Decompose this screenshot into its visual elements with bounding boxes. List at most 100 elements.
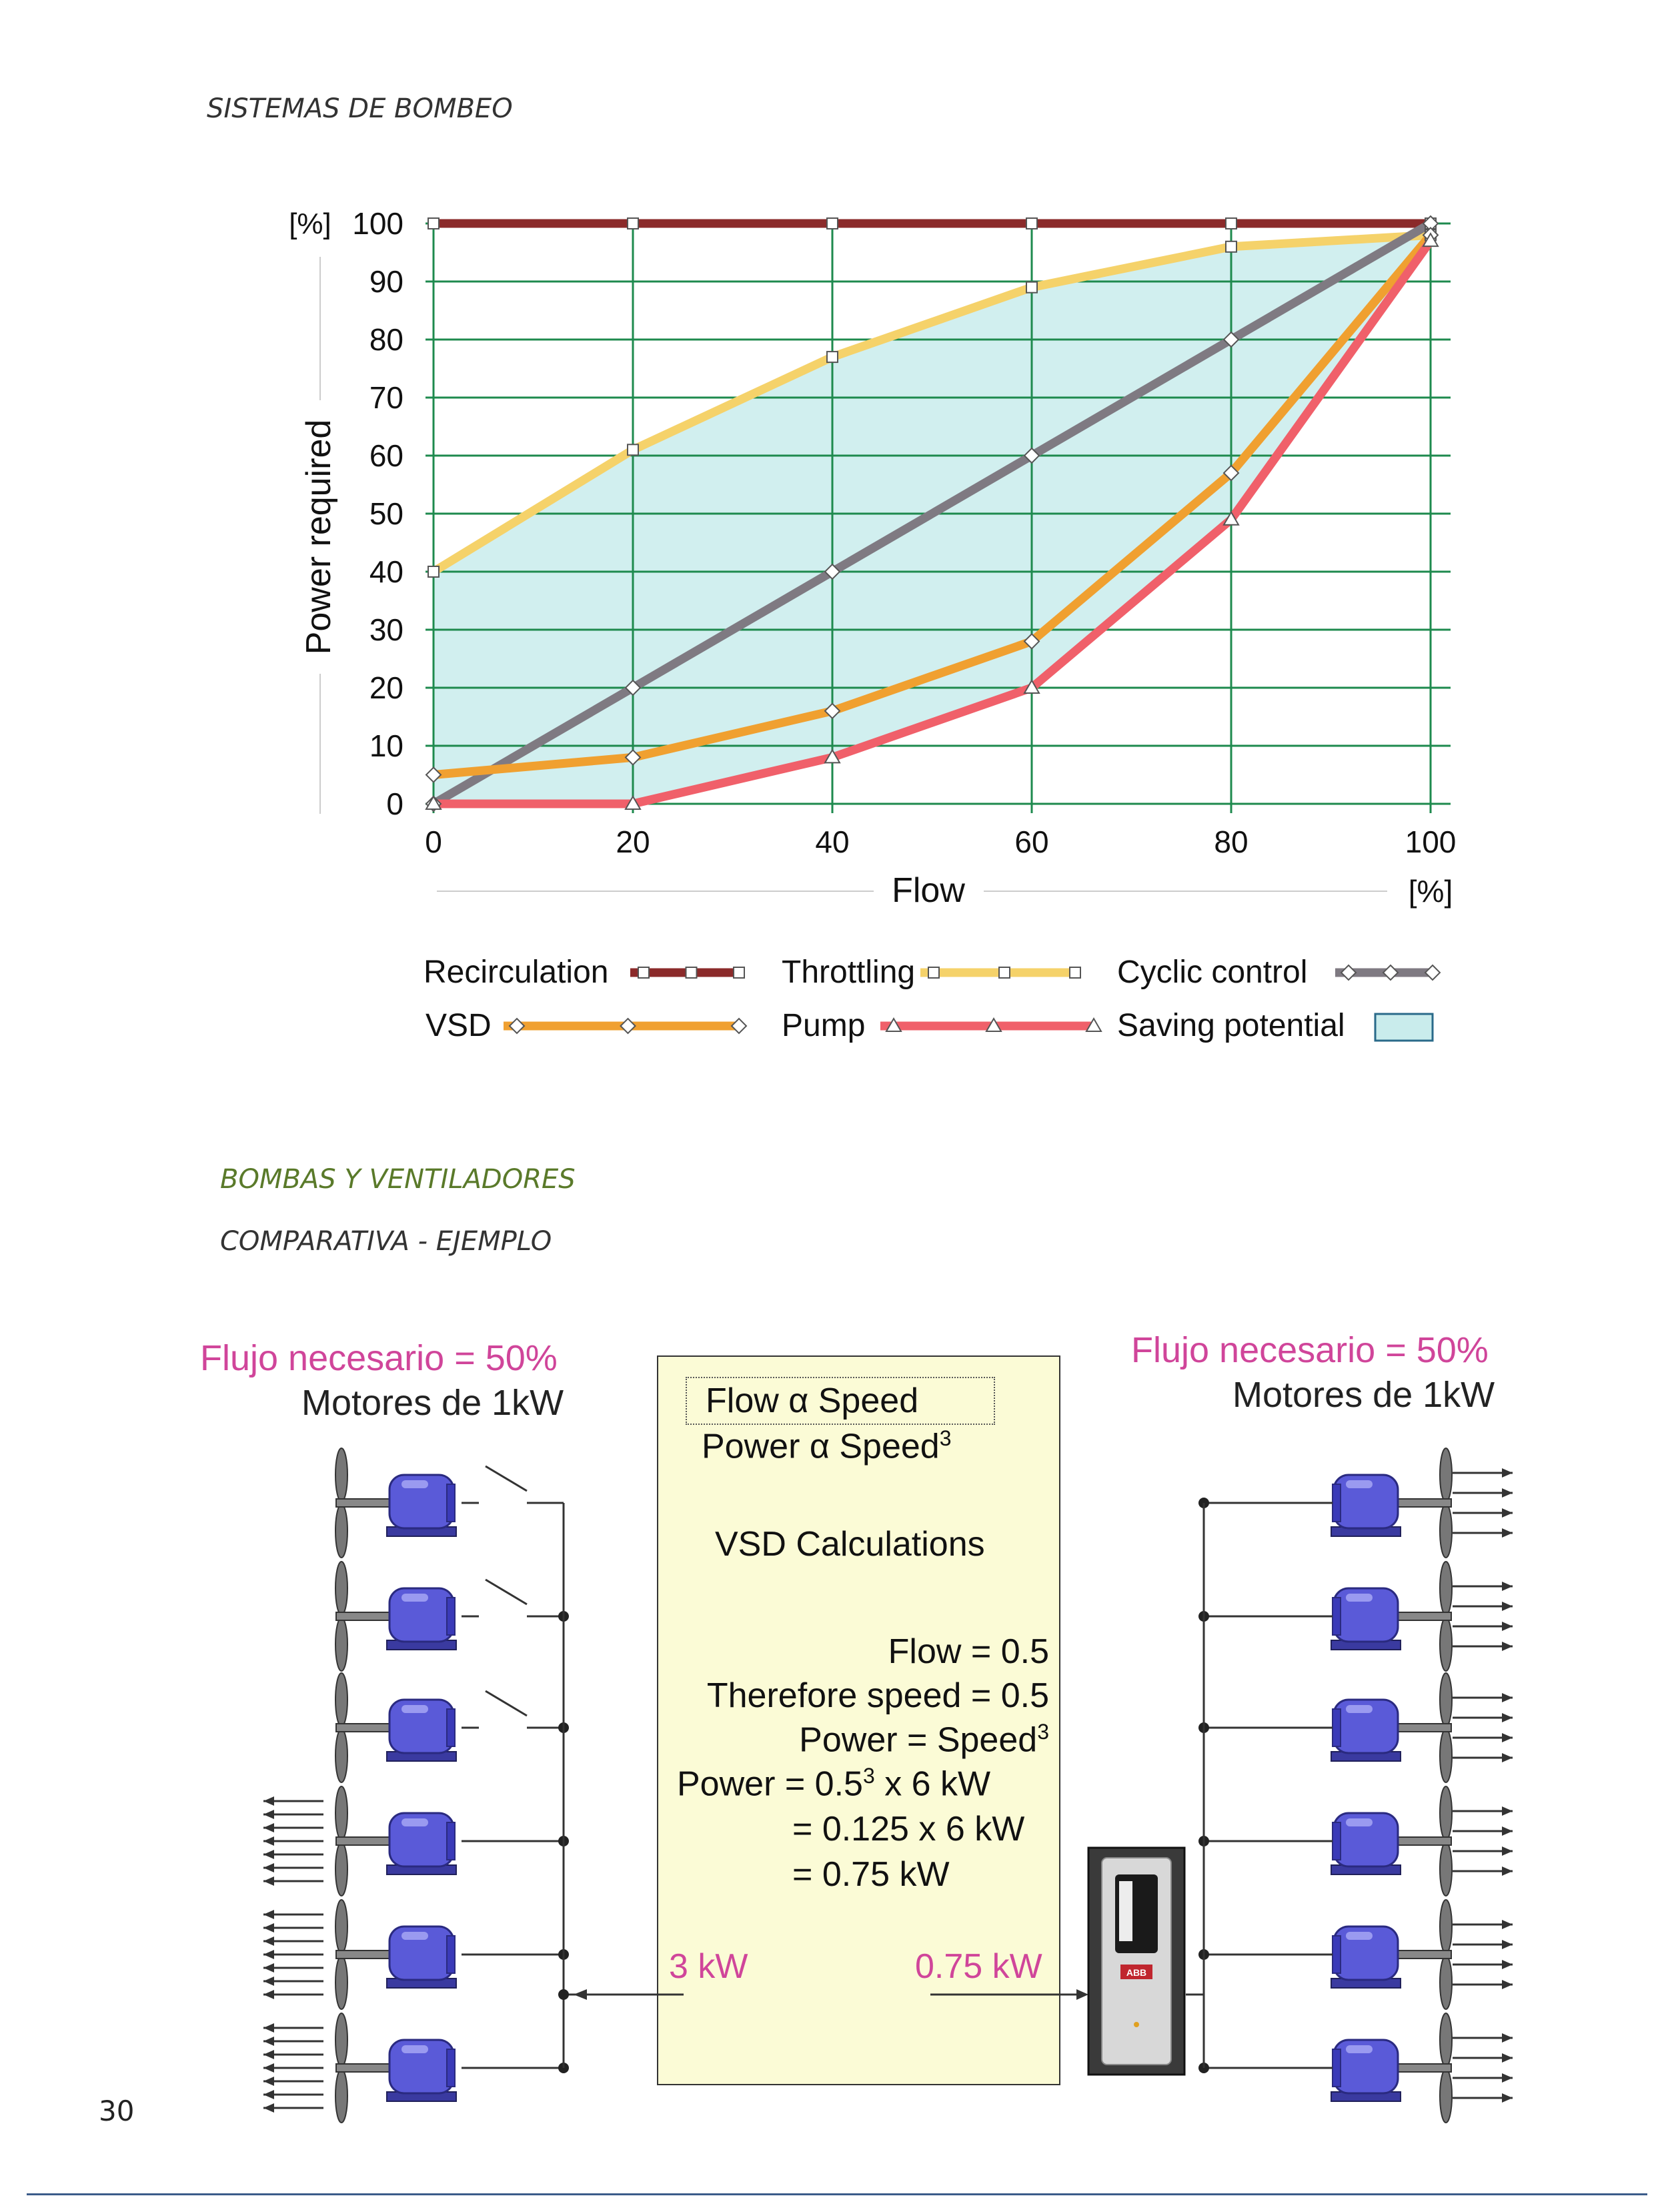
right-airflow-arrow-head xyxy=(1502,1488,1513,1498)
data-point-recirculation xyxy=(428,217,440,229)
y-tick-label: 40 xyxy=(369,554,403,589)
bottom-rule xyxy=(27,2193,1647,2195)
fan-blade-icon xyxy=(335,1561,348,1616)
data-point-throttling xyxy=(627,444,639,456)
right-airflow-arrow-head xyxy=(1502,1602,1513,1611)
y-tick-label: 50 xyxy=(369,496,403,531)
motor-highlight-icon xyxy=(1346,1705,1373,1713)
legend-sample-recirculation-marker xyxy=(733,967,745,979)
right-airflow-arrow-head xyxy=(1502,1733,1513,1742)
left-motor-icon xyxy=(335,1561,457,1672)
left-airflow-arrow-head xyxy=(263,2103,274,2113)
calc-power-formula-exponent: 3 xyxy=(1037,1720,1049,1744)
legend-label-cyclic-control: Cyclic control xyxy=(1117,955,1308,990)
right-motor-icon xyxy=(1331,1899,1453,2010)
left-airflow-arrow-head xyxy=(263,1823,274,1832)
right-airflow-arrow-head xyxy=(1502,2073,1513,2083)
calc-line-speed: Therefore speed = 0.5 xyxy=(706,1676,1049,1715)
motor-highlight-icon xyxy=(401,1480,428,1488)
motor-highlight-icon xyxy=(401,1818,428,1826)
fan-blade-icon xyxy=(1439,1786,1453,1840)
motor-shaft-icon xyxy=(1392,1950,1452,1959)
drive-display-icon xyxy=(1119,1881,1132,1941)
legend-sample-cyclic-control-marker xyxy=(1424,964,1441,981)
fan-blade-icon xyxy=(1439,1561,1453,1616)
series-line-throttling xyxy=(431,230,1431,576)
motor-endcap-icon xyxy=(1332,1935,1341,1974)
motor-shaft-icon xyxy=(1392,1498,1452,1508)
left-airflow-arrow-head xyxy=(263,1876,274,1886)
left-airflow-arrow-head xyxy=(263,1990,274,1999)
data-point-recirculation xyxy=(627,217,639,229)
left-supply-arrowhead xyxy=(574,1989,587,2000)
y-axis-unit: [%] xyxy=(289,207,331,240)
series-line-vsd xyxy=(433,232,1434,779)
x-tick-label: 60 xyxy=(1014,824,1048,859)
fan-blade-icon xyxy=(1439,1672,1453,1727)
left-junction-dot xyxy=(558,1989,569,2000)
motor-shaft-icon xyxy=(1392,1612,1452,1621)
right-airflow-arrow-head xyxy=(1502,1582,1513,1591)
right-airflow-arrow-head xyxy=(1502,1960,1513,1969)
right-airflow-arrow-head xyxy=(1502,1806,1513,1816)
page-header: SISTEMAS DE BOMBEO xyxy=(207,93,513,124)
x-tick-label: 0 xyxy=(425,824,442,859)
fan-blade-icon xyxy=(335,1786,348,1840)
section-subtitle: COMPARATIVA - EJEMPLO xyxy=(220,1226,552,1257)
legend-sample-pump-marker xyxy=(885,1017,902,1032)
motor-highlight-icon xyxy=(1346,1480,1373,1488)
left-motor-icon xyxy=(335,1899,457,2010)
motor-shaft-icon xyxy=(335,1612,395,1621)
fan-blade-icon xyxy=(335,1617,348,1672)
right-airflow-arrow-head xyxy=(1502,1826,1513,1836)
x-axis-title: Flow xyxy=(892,871,965,910)
fan-blade-icon xyxy=(335,2069,348,2123)
legend-sample-pump-marker xyxy=(1085,1017,1102,1032)
left-airflow-arrow-head xyxy=(263,1937,274,1946)
right-motor-icon xyxy=(1331,1448,1453,1558)
left-total-power: 3 kW xyxy=(669,1947,748,1986)
data-point-vsd xyxy=(624,748,642,766)
left-switch-icon xyxy=(485,1578,528,1606)
calc-line-power-formula: Power = Speed3 xyxy=(799,1720,1049,1760)
motor-endcap-icon xyxy=(1332,1822,1341,1860)
motor-highlight-icon xyxy=(401,2045,428,2053)
motor-shaft-icon xyxy=(1392,1836,1452,1846)
right-total-power: 0.75 kW xyxy=(915,1947,1042,1986)
motor-shaft-icon xyxy=(335,1723,395,1732)
left-airflow-arrow-head xyxy=(263,1923,274,1932)
legend-label-recirculation: Recirculation xyxy=(424,955,609,990)
motor-shaft-icon xyxy=(335,2063,395,2073)
section-title: BOMBAS Y VENTILADORES xyxy=(220,1164,576,1195)
left-motor-icon xyxy=(335,1786,457,1896)
data-point-pump xyxy=(425,795,442,810)
legend-sample-vsd-marker xyxy=(730,1017,748,1035)
right-airflow-arrow-head xyxy=(1502,2053,1513,2063)
vsd-calculation-box xyxy=(657,1355,1060,2085)
data-point-cyclic-control xyxy=(1222,331,1240,348)
fan-blade-icon xyxy=(1439,1899,1453,1954)
left-airflow-arrow-head xyxy=(263,1850,274,1859)
motor-endcap-icon xyxy=(446,1484,456,1522)
left-airflow-arrow-head xyxy=(263,2077,274,2086)
data-point-pump xyxy=(824,748,841,764)
motor-highlight-icon xyxy=(401,1594,428,1602)
power-flow-chart: 0 10 20 30 40 50 60 70 80 90 100 0 20 40 60 80 100 Flow [%… xyxy=(289,206,1456,1042)
calc-line-flow: Flow = 0.5 xyxy=(888,1632,1049,1671)
fan-blade-icon xyxy=(335,1504,348,1558)
fan-blade-icon xyxy=(1439,1617,1453,1672)
series-line-cyclic-control xyxy=(431,219,1433,808)
right-airflow-arrow-head xyxy=(1502,1846,1513,1856)
legend-sample-cyclic-control-marker xyxy=(1340,964,1357,981)
left-motor-icon xyxy=(335,1448,457,1558)
y-tick-label: 30 xyxy=(369,612,403,647)
y-tick-label: 60 xyxy=(369,438,403,473)
y-tick-label: 90 xyxy=(369,264,403,299)
data-point-vsd xyxy=(1222,464,1240,482)
data-point-cyclic-control xyxy=(1023,447,1040,464)
right-airflow-arrow-head xyxy=(1502,2093,1513,2103)
fan-blade-icon xyxy=(1439,1955,1453,2010)
motor-highlight-icon xyxy=(401,1932,428,1940)
left-motor-icon xyxy=(335,1672,457,1783)
fan-blade-icon xyxy=(335,1672,348,1727)
